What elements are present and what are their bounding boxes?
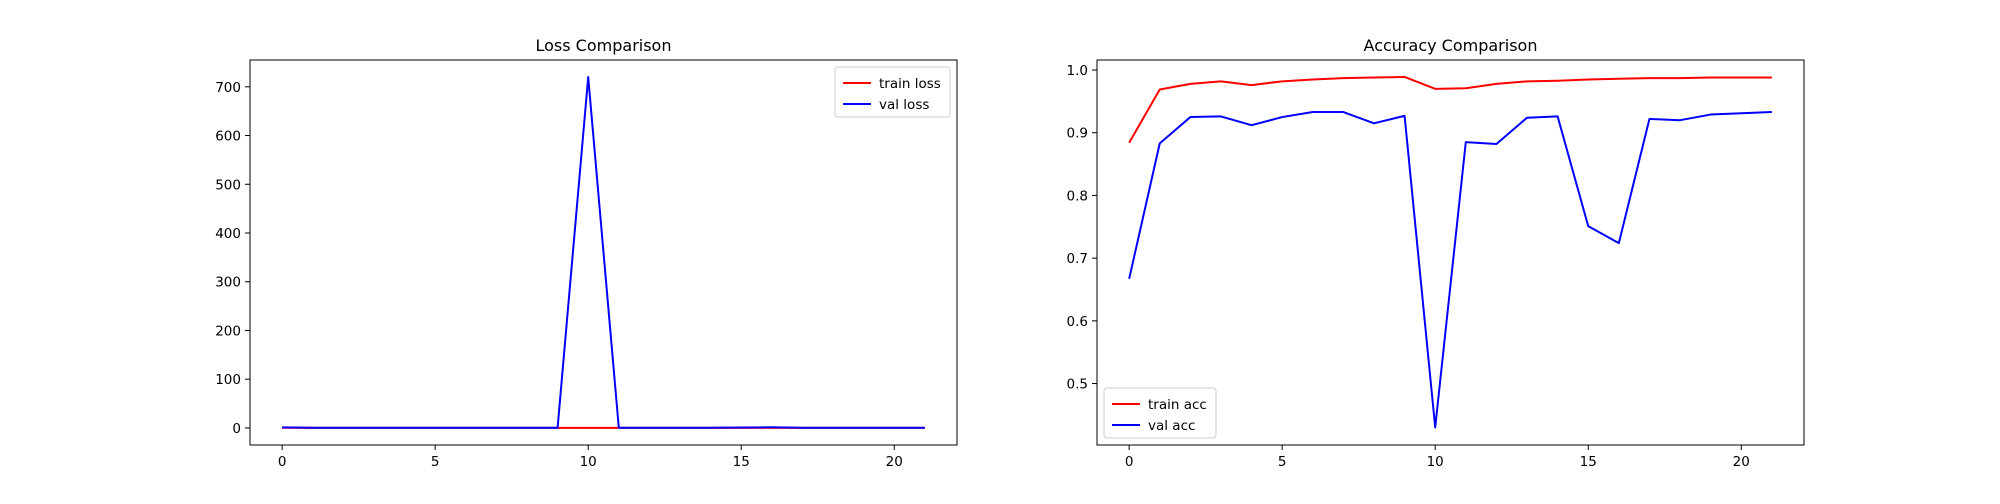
y-tick-label: 300 [215, 275, 241, 291]
y-tick-label: 0.6 [1067, 314, 1088, 330]
legend: train loss val loss [835, 67, 950, 117]
y-tick-label: 0.9 [1067, 126, 1088, 142]
y-tick-label: 700 [215, 80, 241, 96]
x-tick-label: 10 [1427, 454, 1444, 470]
y-tick-label: 1.0 [1067, 63, 1088, 79]
y-tick-label: 400 [215, 226, 241, 242]
y-tick-label: 200 [215, 323, 241, 339]
x-tick-label: 5 [431, 454, 440, 470]
chart-title: Loss Comparison [536, 36, 672, 55]
x-tick-label: 15 [733, 454, 750, 470]
x-tick-label: 0 [278, 454, 287, 470]
x-tick-label: 15 [1580, 454, 1597, 470]
x-tick-label: 5 [1278, 454, 1287, 470]
legend-label: val loss [879, 97, 929, 113]
legend-label: train acc [1148, 397, 1207, 413]
legend-label: val acc [1148, 418, 1195, 434]
x-tick-label: 20 [1733, 454, 1750, 470]
y-tick-label: 600 [215, 129, 241, 145]
y-tick-label: 0.8 [1067, 188, 1088, 204]
x-tick-label: 10 [580, 454, 597, 470]
legend-label: train loss [879, 76, 941, 92]
y-tick-label: 0 [232, 421, 241, 437]
y-tick-label: 0.7 [1067, 251, 1088, 267]
legend: train acc val acc [1104, 388, 1216, 438]
y-tick-label: 500 [215, 177, 241, 193]
y-tick-label: 100 [215, 372, 241, 388]
y-tick-label: 0.5 [1067, 377, 1088, 393]
x-tick-label: 0 [1125, 454, 1134, 470]
chart-title: Accuracy Comparison [1364, 36, 1538, 55]
x-tick-label: 20 [886, 454, 903, 470]
